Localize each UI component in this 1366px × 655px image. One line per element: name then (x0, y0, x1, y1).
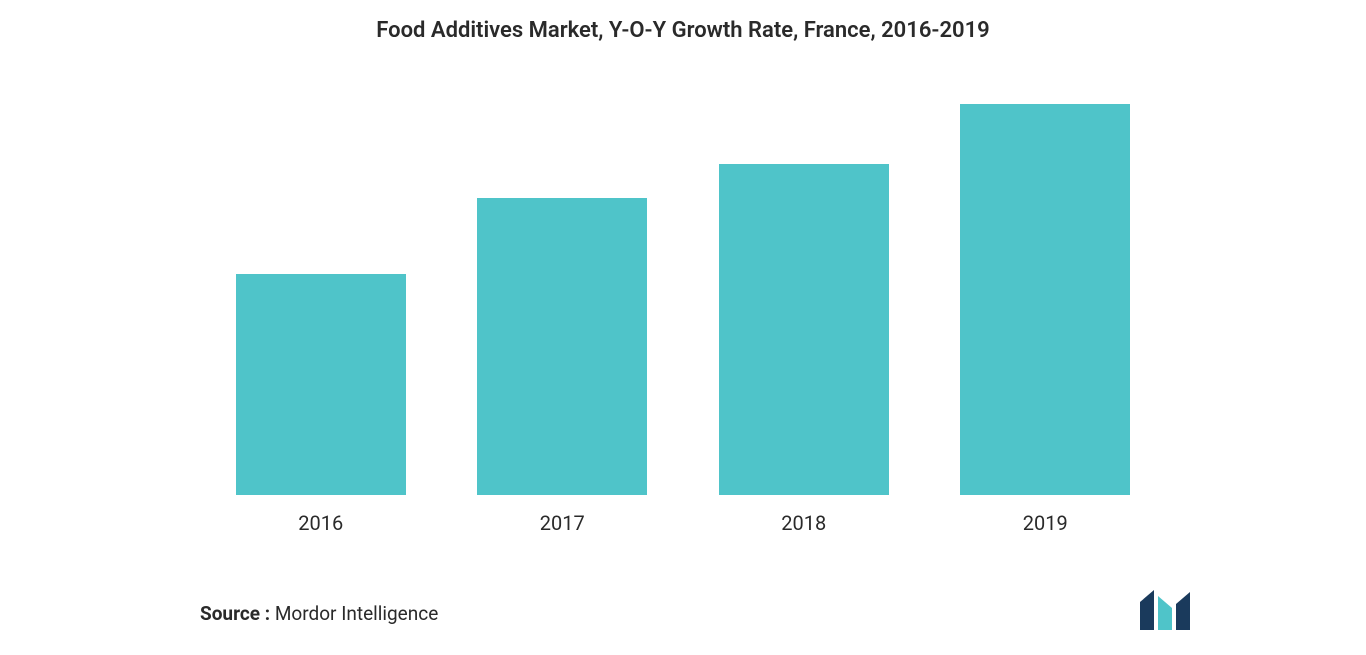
source-attribution: Source : Mordor Intelligence (200, 602, 438, 625)
bar-column (200, 70, 442, 495)
bar-2016 (236, 274, 406, 495)
bar-column (683, 70, 925, 495)
mordor-logo-icon (1140, 590, 1196, 630)
chart-title: Food Additives Market, Y-O-Y Growth Rate… (0, 0, 1366, 43)
logo-bar-1 (1140, 590, 1154, 630)
bar-2019 (960, 104, 1130, 495)
x-label: 2018 (683, 511, 925, 535)
bar-column (442, 70, 684, 495)
x-label: 2019 (925, 511, 1167, 535)
x-axis-labels: 2016 2017 2018 2019 (200, 511, 1166, 535)
bar-2017 (477, 198, 647, 496)
bar-2018 (719, 164, 889, 496)
bar-column (925, 70, 1167, 495)
x-label: 2017 (442, 511, 684, 535)
logo-bar-2 (1158, 596, 1172, 630)
source-label: Source : (200, 602, 270, 625)
x-label: 2016 (200, 511, 442, 535)
chart-plot-area (200, 70, 1166, 495)
logo-bar-3 (1176, 592, 1190, 630)
source-text: Mordor Intelligence (275, 602, 438, 625)
